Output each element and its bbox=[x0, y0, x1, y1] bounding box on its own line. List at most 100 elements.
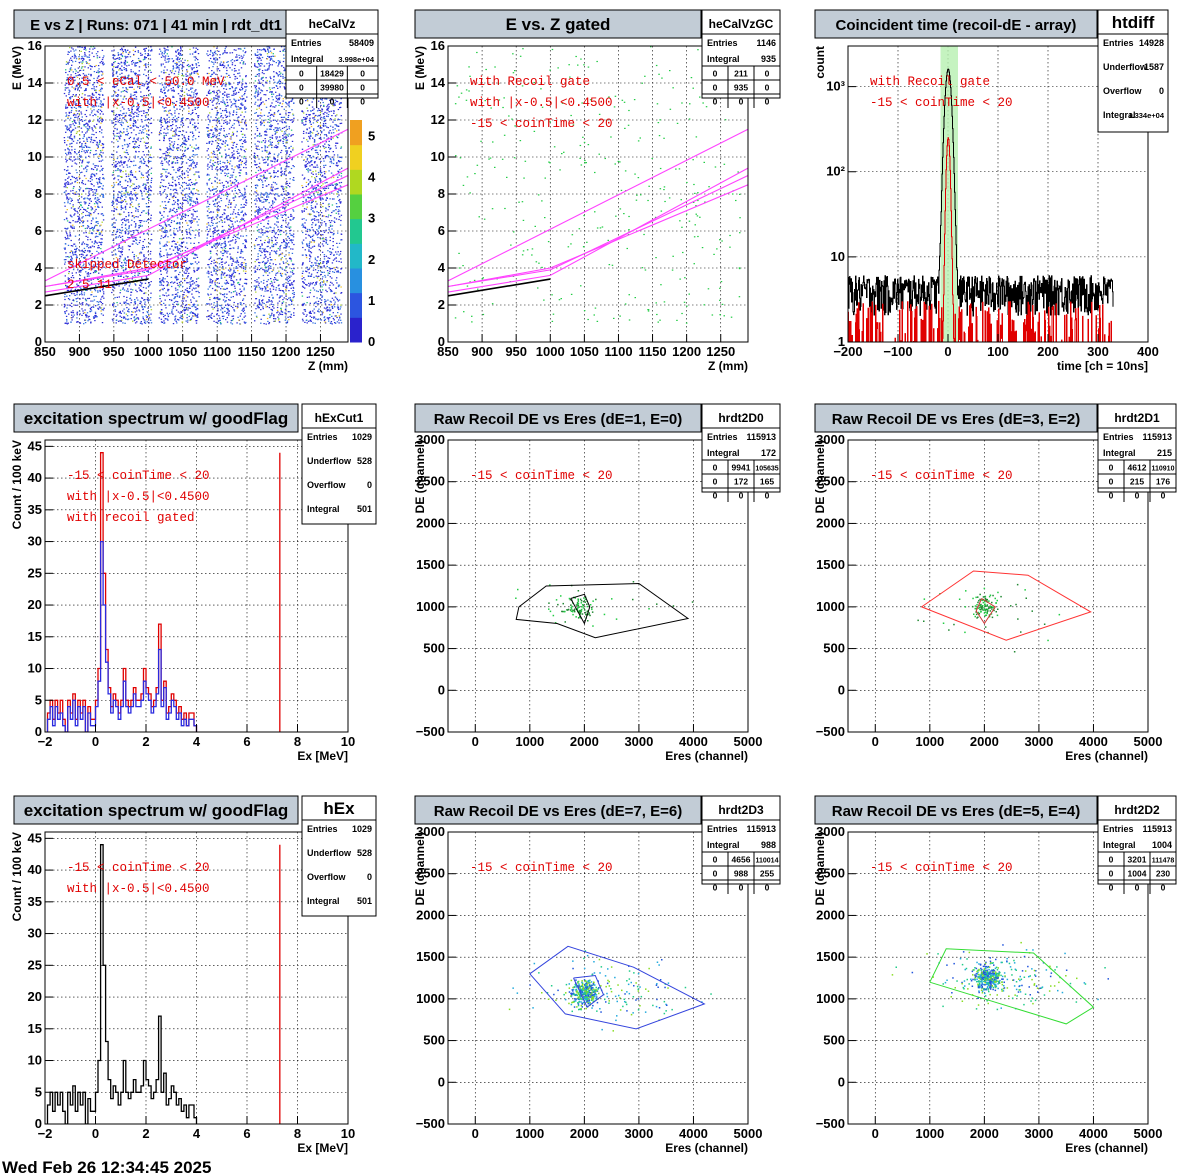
heatmap-bin bbox=[214, 176, 216, 178]
heatmap-bin bbox=[120, 312, 122, 314]
heatmap-bin bbox=[189, 220, 192, 222]
heatmap-bin bbox=[70, 258, 72, 261]
heatmap-bin bbox=[68, 112, 71, 114]
heatmap-bin bbox=[175, 223, 178, 225]
heatmap-bin bbox=[90, 183, 92, 185]
heatmap-bin bbox=[225, 110, 227, 112]
heatmap-bin bbox=[126, 260, 128, 262]
heatmap-bin bbox=[163, 107, 165, 109]
heatmap-bin bbox=[135, 142, 137, 144]
heatmap-bin bbox=[98, 233, 101, 235]
heatmap-bin bbox=[79, 222, 81, 224]
heatmap-bin bbox=[141, 305, 143, 307]
heatmap-bin bbox=[84, 152, 86, 154]
heatmap-bin bbox=[162, 313, 164, 316]
heatmap-bin bbox=[176, 192, 178, 194]
heatmap-bin bbox=[133, 105, 135, 107]
heatmap-bin bbox=[131, 173, 134, 176]
heatmap-bin bbox=[69, 197, 71, 199]
heatmap-bin bbox=[230, 182, 232, 184]
heatmap-bin bbox=[243, 224, 246, 226]
heatmap-bin bbox=[191, 217, 193, 219]
heatmap-bin bbox=[71, 293, 73, 295]
heatmap-bin bbox=[81, 161, 84, 163]
heatmap-bin bbox=[97, 307, 99, 309]
heatmap-bin bbox=[198, 285, 200, 287]
heatmap-bin bbox=[78, 56, 80, 58]
heatmap-bin bbox=[138, 185, 140, 187]
heatmap-bin bbox=[140, 95, 142, 98]
heatmap-bin bbox=[114, 253, 117, 255]
heatmap-bin bbox=[75, 104, 77, 106]
heatmap-bin bbox=[206, 234, 209, 236]
heatmap-bin bbox=[181, 241, 183, 243]
heatmap-bin bbox=[163, 179, 165, 181]
heatmap-bin bbox=[101, 238, 103, 240]
heatmap-bin bbox=[94, 126, 96, 128]
heatmap-bin bbox=[69, 136, 71, 138]
heatmap-bin bbox=[192, 47, 195, 49]
heatmap-bin bbox=[97, 213, 100, 215]
heatmap-bin bbox=[136, 102, 139, 104]
heatmap-bin bbox=[210, 129, 213, 131]
heatmap-bin bbox=[76, 172, 78, 174]
heatmap-bin bbox=[114, 124, 116, 126]
heatmap-bin bbox=[111, 291, 113, 294]
heatmap-bin bbox=[102, 284, 105, 286]
heatmap-bin bbox=[245, 125, 247, 127]
heatmap-bin bbox=[99, 153, 101, 155]
heatmap-bin bbox=[133, 88, 135, 90]
heatmap-bin bbox=[147, 87, 149, 89]
heatmap-bin bbox=[121, 79, 124, 81]
heatmap-bin bbox=[118, 80, 121, 82]
heatmap-bin bbox=[217, 233, 220, 235]
heatmap-bin bbox=[96, 181, 98, 183]
heatmap-bin bbox=[112, 154, 114, 156]
heatmap-bin bbox=[144, 63, 147, 65]
heatmap-bin bbox=[114, 166, 117, 168]
heatmap-bin bbox=[150, 263, 152, 265]
heatmap-bin bbox=[193, 297, 195, 299]
heatmap-bin bbox=[87, 239, 89, 241]
heatmap-bin bbox=[219, 206, 221, 208]
heatmap-bin bbox=[128, 215, 130, 217]
heatmap-bin bbox=[176, 222, 179, 225]
heatmap-bin bbox=[96, 230, 99, 233]
heatmap-bin bbox=[122, 187, 124, 189]
heatmap-bin bbox=[234, 157, 236, 159]
heatmap-bin bbox=[69, 69, 72, 71]
heatmap-bin bbox=[226, 123, 228, 125]
heatmap-bin bbox=[99, 170, 101, 172]
heatmap-bin bbox=[164, 230, 166, 232]
heatmap-bin bbox=[184, 280, 186, 282]
heatmap-bin bbox=[168, 145, 171, 147]
heatmap-bin bbox=[226, 121, 228, 123]
heatmap-bin bbox=[126, 303, 128, 305]
heatmap-bin bbox=[228, 201, 230, 203]
heatmap-bin bbox=[67, 227, 69, 229]
heatmap-bin bbox=[190, 318, 192, 321]
heatmap-bin bbox=[112, 231, 114, 234]
heatmap-bin bbox=[159, 191, 161, 193]
heatmap-bin bbox=[176, 67, 179, 69]
heatmap-bin bbox=[123, 259, 125, 261]
heatmap-bin bbox=[114, 91, 116, 93]
heatmap-bin bbox=[128, 194, 130, 196]
heatmap-bin bbox=[75, 94, 77, 96]
heatmap-bin bbox=[74, 210, 77, 212]
heatmap-bin bbox=[172, 240, 174, 242]
heatmap-bin bbox=[198, 176, 200, 178]
heatmap-bin bbox=[80, 271, 82, 273]
heatmap-bin bbox=[139, 224, 142, 226]
heatmap-bin bbox=[141, 162, 143, 164]
heatmap-bin bbox=[64, 247, 66, 249]
heatmap-bin bbox=[90, 308, 92, 310]
heatmap-bin bbox=[65, 128, 68, 130]
heatmap-bin bbox=[197, 224, 199, 226]
heatmap-bin bbox=[176, 263, 178, 265]
heatmap-bin bbox=[75, 49, 77, 51]
heatmap-bin bbox=[163, 231, 166, 233]
heatmap-bin bbox=[97, 252, 100, 254]
heatmap-bin bbox=[64, 298, 66, 301]
heatmap-bin bbox=[166, 270, 169, 272]
